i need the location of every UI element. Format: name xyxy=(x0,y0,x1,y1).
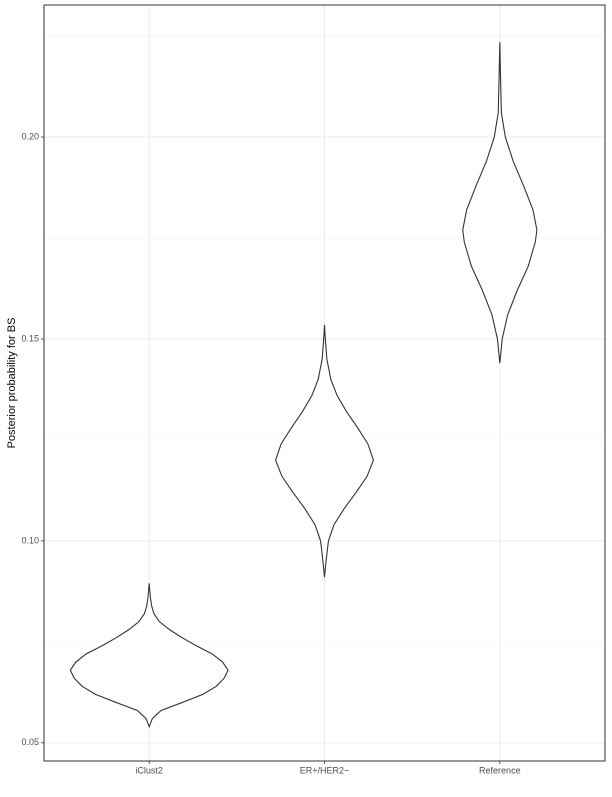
violin xyxy=(462,42,538,364)
y-tick-label: 0.15 xyxy=(21,333,39,343)
panel-border xyxy=(43,4,606,762)
y-tick-label: 0.20 xyxy=(21,131,39,141)
x-tick-label: ER+/HER2− xyxy=(300,765,350,775)
y-tick-label: 0.05 xyxy=(21,737,39,747)
violin xyxy=(275,324,374,578)
violin xyxy=(69,583,229,729)
y-axis-label: Posterior probability for BS xyxy=(6,318,18,449)
x-tick-label: Reference xyxy=(479,765,521,775)
y-tick-label: 0.10 xyxy=(21,535,39,545)
x-tick-label: iClust2 xyxy=(135,765,163,775)
